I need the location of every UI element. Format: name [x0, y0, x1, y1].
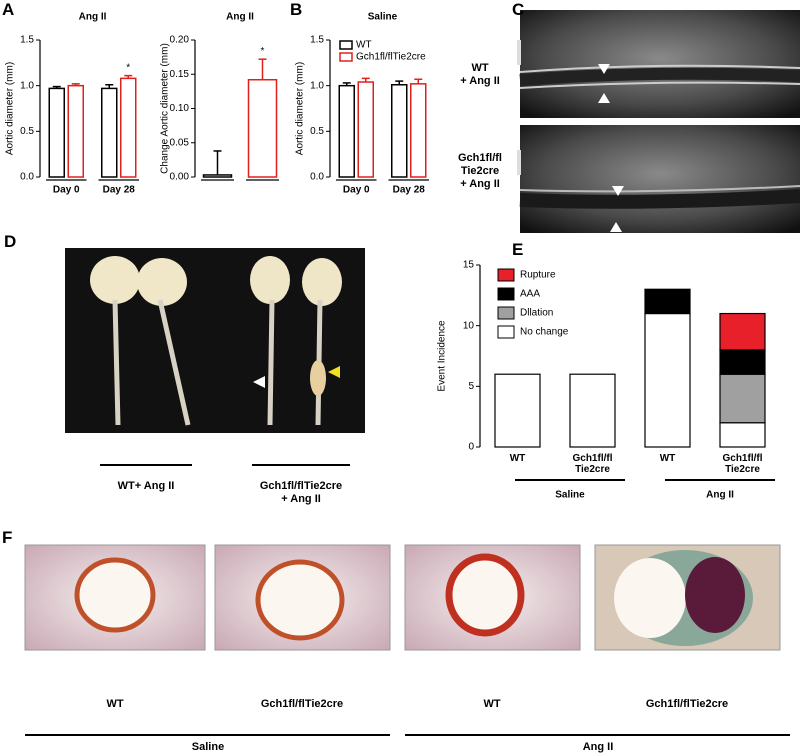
y-tick-label: 0.00 — [170, 172, 190, 183]
group-label: Saline — [191, 741, 225, 753]
ultrasound-images — [517, 10, 800, 233]
significance: * — [126, 62, 130, 73]
x-tick-label: Day 0 — [343, 185, 370, 196]
panel-letter: A — [2, 0, 15, 19]
legend-label: Rupture — [520, 270, 556, 281]
y-tick-label: 0.10 — [170, 103, 190, 114]
y-tick-label: 1.0 — [310, 80, 324, 91]
x-tick-label: WT — [659, 453, 676, 464]
bar-segment — [644, 288, 691, 315]
bar-segment — [644, 312, 691, 448]
legend-label: Gch1fl/flTie2cre — [356, 52, 426, 63]
bar-segment — [719, 349, 766, 375]
bar — [338, 84, 355, 178]
y-tick-label: 10 — [463, 320, 475, 331]
y-axis-label: Change Aortic diameter (mm) — [160, 43, 171, 174]
x-tick-label: WT — [509, 453, 526, 464]
y-tick-label: 15 — [463, 260, 475, 271]
chart-title: Ang II — [226, 12, 254, 23]
group-label: Saline — [555, 490, 585, 501]
group-label: Ang II — [582, 741, 614, 753]
legend-swatch — [497, 268, 515, 282]
y-tick-label: 1.0 — [20, 80, 34, 91]
image-label: WT — [483, 698, 501, 710]
panel-letter: F — [2, 528, 13, 547]
legend-label: No change — [520, 327, 569, 338]
y-tick-label: 0.0 — [310, 172, 324, 183]
panel-letter: B — [290, 0, 303, 19]
bar — [410, 83, 427, 178]
y-tick-label: 0 — [468, 442, 474, 453]
histology-images — [24, 544, 790, 736]
image-label: WT+ Ang II — [117, 480, 175, 492]
legend-swatch — [339, 40, 353, 50]
y-axis-label: Event Incidence — [437, 320, 448, 392]
legend-label: Dllation — [520, 308, 553, 319]
legend-swatch — [339, 52, 353, 62]
image-label: Gch1fl/fl Tie2cre + Ang II — [457, 152, 502, 190]
image-label: Gch1fl/flTie2cre — [260, 698, 344, 710]
image-label: WT — [106, 698, 124, 710]
legend-label: WT — [356, 40, 372, 51]
y-axis-label: Aortic diameter (mm) — [295, 62, 306, 155]
bar — [120, 77, 137, 178]
image-label: Gch1fl/flTie2cre — [645, 698, 729, 710]
bar-segment — [569, 373, 616, 448]
bar-segment — [719, 312, 766, 351]
bar-segment — [719, 373, 766, 424]
bar — [202, 174, 233, 178]
panel-letter: D — [4, 232, 17, 251]
y-tick-label: 5 — [468, 381, 474, 392]
x-tick-label: Gch1fl/fl Tie2cre — [722, 453, 763, 475]
y-tick-label: 0.5 — [20, 126, 34, 137]
y-tick-label: 0.20 — [170, 35, 190, 46]
legend-swatch — [497, 325, 515, 339]
legend-swatch — [497, 287, 515, 301]
significance: * — [261, 46, 265, 57]
x-tick-label: Day 28 — [393, 185, 426, 196]
legend-label: AAA — [520, 289, 540, 300]
x-tick-label: Gch1fl/fl Tie2cre — [572, 453, 613, 475]
bar-segment — [494, 373, 541, 448]
bar — [101, 87, 118, 178]
image-label: WT + Ang II — [460, 62, 500, 87]
panel-letter: E — [512, 240, 524, 259]
y-tick-label: 0.05 — [170, 137, 190, 148]
aorta-photo — [65, 248, 365, 466]
bar — [67, 84, 84, 178]
y-tick-label: 0.0 — [20, 172, 34, 183]
chart-title: Ang II — [79, 12, 107, 23]
bar — [391, 84, 408, 178]
group-label: Ang II — [706, 490, 734, 501]
y-tick-label: 1.5 — [310, 35, 324, 46]
y-tick-label: 0.5 — [310, 126, 324, 137]
x-tick-label: Day 28 — [103, 185, 136, 196]
legend-swatch — [497, 306, 515, 320]
bar-segment — [719, 422, 766, 448]
image-label: Gch1fl/flTie2cre + Ang II — [259, 480, 343, 505]
bar — [48, 87, 65, 178]
chart-title: Saline — [368, 12, 398, 23]
bar — [247, 78, 278, 178]
y-tick-label: 0.15 — [170, 69, 190, 80]
bar — [357, 81, 374, 178]
panel-letter: C — [512, 0, 525, 19]
y-tick-label: 1.5 — [20, 35, 34, 46]
y-axis-label: Aortic diameter (mm) — [5, 62, 16, 155]
x-tick-label: Day 0 — [53, 185, 80, 196]
